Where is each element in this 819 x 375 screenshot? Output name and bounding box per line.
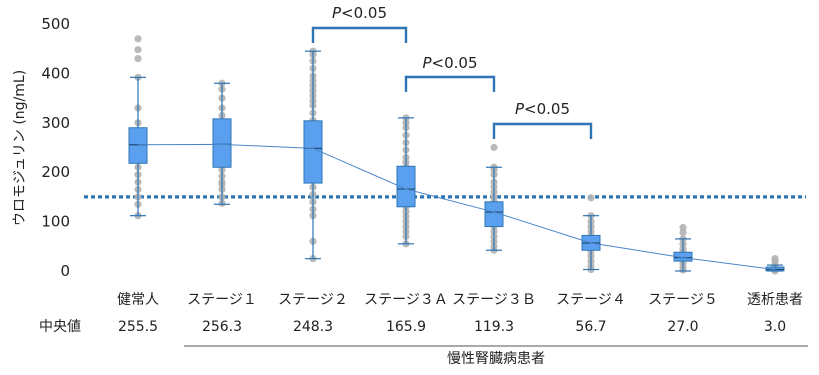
- significance-label: P<0.05: [515, 100, 570, 118]
- iqr-box: [396, 165, 416, 208]
- iqr-box: [765, 266, 785, 272]
- data-point: [134, 35, 142, 43]
- data-point: [587, 194, 595, 202]
- median-value: 3.0: [764, 319, 786, 335]
- iqr-box: [128, 127, 148, 164]
- y-tick-label: 300: [41, 114, 70, 132]
- category-label: ステージ３Ｂ: [452, 292, 536, 308]
- group-label: 慢性腎臓病患者: [447, 350, 545, 367]
- category-label: ステージ３Ａ: [364, 292, 448, 308]
- y-tick-label: 500: [41, 15, 70, 33]
- y-tick-label: 400: [41, 64, 70, 82]
- median-value: 165.9: [386, 319, 426, 335]
- median-trend-line: [137, 143, 776, 271]
- median-value: 56.7: [575, 319, 606, 335]
- category-label: ステージ１: [187, 292, 257, 308]
- iqr-box: [303, 120, 323, 184]
- data-point: [490, 143, 498, 152]
- data-point: [679, 223, 687, 232]
- data-point: [679, 228, 687, 237]
- category-label: 透析患者: [747, 292, 803, 308]
- significance-bracket: [492, 122, 593, 139]
- median-row-label: 中央値: [39, 319, 81, 335]
- category-label: ステージ４: [556, 292, 626, 308]
- significance-label: P<0.05: [422, 54, 477, 72]
- median-value: 119.3: [474, 319, 514, 335]
- y-tick-label: 100: [41, 213, 70, 231]
- significance-bracket: [311, 26, 408, 43]
- median-value: 255.5: [118, 319, 158, 335]
- category-label: ステージ５: [648, 292, 718, 308]
- data-point: [134, 54, 142, 63]
- median-value: 256.3: [202, 319, 242, 335]
- y-tick-label: 200: [41, 163, 70, 181]
- y-axis-title: ウロモジュリン (ng/mL): [12, 70, 28, 226]
- category-label: 健常人: [117, 292, 159, 308]
- significance-label: P<0.05: [332, 4, 387, 22]
- data-point: [134, 46, 142, 54]
- median-value: 27.0: [667, 319, 698, 335]
- median-value: 248.3: [293, 319, 333, 335]
- iqr-box: [212, 118, 232, 168]
- significance-bracket: [404, 75, 496, 92]
- iqr-box: [484, 201, 504, 228]
- data-point: [771, 255, 779, 263]
- category-label: ステージ２: [278, 292, 348, 308]
- y-tick-label: 0: [60, 262, 70, 280]
